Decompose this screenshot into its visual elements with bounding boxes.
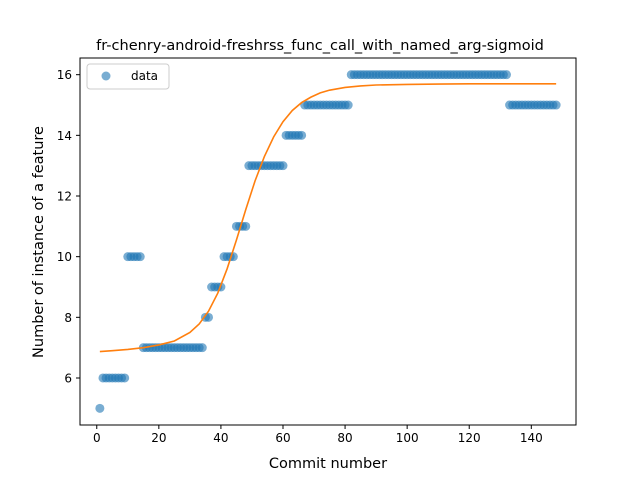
- data-point: [95, 403, 105, 413]
- plot-data-layer: [95, 70, 561, 413]
- x-tick-label: 0: [93, 431, 101, 445]
- x-tick-label: 40: [213, 431, 228, 445]
- x-tick-label: 140: [520, 431, 543, 445]
- axes-frame: [79, 57, 577, 426]
- legend: data: [86, 63, 170, 90]
- fit-line: [99, 82, 557, 353]
- y-tick-label: 6: [64, 371, 72, 385]
- legend-marker-data: [101, 71, 111, 81]
- data-point: [297, 130, 307, 140]
- x-axis-ticks: 0 20 40 60 80 100 120 140: [93, 425, 543, 445]
- y-tick-label: 14: [57, 129, 72, 143]
- data-point: [343, 100, 353, 110]
- data-point: [135, 252, 145, 262]
- data-point: [197, 343, 207, 353]
- data-point: [551, 100, 561, 110]
- legend-box: [86, 63, 170, 90]
- x-tick-label: 80: [337, 431, 352, 445]
- y-tick-label: 10: [57, 250, 72, 264]
- y-tick-label: 16: [57, 68, 72, 82]
- y-tick-label: 8: [64, 311, 72, 325]
- data-point: [278, 161, 288, 171]
- data-point: [501, 70, 511, 80]
- y-axis-label: Number of instance of a feature: [31, 126, 47, 358]
- data-point: [120, 373, 130, 383]
- legend-label-data: data: [131, 69, 158, 83]
- y-axis-ticks: 6 8 10 12 14 16: [57, 68, 80, 385]
- y-tick-label: 12: [57, 190, 72, 204]
- data-point: [241, 221, 251, 231]
- x-axis-label: Commit number: [269, 456, 387, 472]
- x-tick-label: 20: [151, 431, 166, 445]
- chart-title: fr-chenry-android-freshrss_func_call_wit…: [96, 38, 544, 54]
- x-tick-label: 120: [458, 431, 481, 445]
- x-tick-label: 100: [396, 431, 419, 445]
- data-point: [204, 312, 213, 322]
- x-tick-label: 60: [275, 431, 290, 445]
